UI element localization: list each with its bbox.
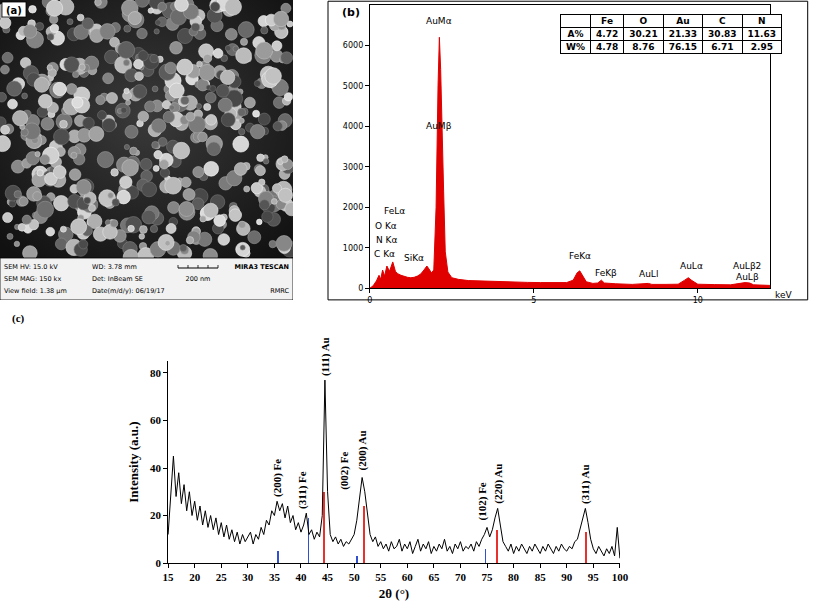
svg-text:SEM MAG: 150 kx: SEM MAG: 150 kx — [4, 275, 61, 283]
svg-text:FeKα: FeKα — [569, 251, 591, 261]
svg-text:2θ (°): 2θ (°) — [379, 586, 409, 601]
svg-text:(b): (b) — [342, 6, 360, 19]
html-text:Fe: Fe — [601, 16, 613, 26]
svg-text:RMRC: RMRC — [270, 287, 289, 295]
svg-text:20: 20 — [150, 509, 162, 521]
svg-text:6000: 6000 — [343, 41, 363, 50]
html-text:30.83: 30.83 — [708, 29, 737, 39]
html-text:6.71: 6.71 — [711, 42, 734, 52]
html-text:N: N — [758, 16, 766, 26]
html-text:O: O — [639, 16, 648, 26]
svg-text:(c): (c) — [12, 312, 25, 325]
svg-text:C Kα: C Kα — [374, 249, 395, 259]
svg-text:Intensity (a.u.): Intensity (a.u.) — [126, 421, 141, 502]
svg-text:4000: 4000 — [343, 122, 363, 131]
svg-text:(102) Fe: (102) Fe — [476, 482, 489, 520]
svg-text:AuMα: AuMα — [426, 16, 452, 26]
svg-text:(311) Au: (311) Au — [579, 464, 592, 503]
svg-text:75: 75 — [482, 571, 494, 583]
svg-text:AuLl: AuLl — [639, 269, 658, 279]
html-text:8.76: 8.76 — [632, 42, 655, 52]
svg-text:0: 0 — [358, 284, 363, 293]
svg-text:MIRA3 TESCAN: MIRA3 TESCAN — [234, 263, 289, 271]
svg-text:AuMβ: AuMβ — [426, 121, 452, 131]
svg-text:0: 0 — [155, 557, 161, 569]
svg-text:40: 40 — [150, 462, 162, 474]
svg-text:FeLα: FeLα — [384, 206, 405, 216]
svg-text:O Kα: O Kα — [375, 221, 397, 231]
svg-text:85: 85 — [535, 571, 547, 583]
svg-text:30: 30 — [242, 571, 254, 583]
svg-text:25: 25 — [216, 571, 228, 583]
svg-text:AuLβ: AuLβ — [736, 272, 759, 282]
svg-text:Det: InBeam SE: Det: InBeam SE — [92, 275, 143, 283]
svg-text:55: 55 — [375, 571, 387, 583]
svg-text:keV: keV — [775, 290, 792, 300]
svg-text:(a): (a) — [6, 5, 22, 16]
svg-text:3000: 3000 — [343, 163, 363, 172]
html-text:2.95: 2.95 — [750, 42, 773, 52]
svg-text:35: 35 — [269, 571, 281, 583]
svg-text:AuLα: AuLα — [680, 261, 703, 271]
svg-text:20: 20 — [189, 571, 201, 583]
svg-text:SEM HV: 15.0 kV: SEM HV: 15.0 kV — [4, 263, 58, 271]
svg-text:50: 50 — [349, 571, 361, 583]
svg-text:5000: 5000 — [343, 82, 363, 91]
html-text:4.78: 4.78 — [596, 42, 619, 52]
svg-text:0: 0 — [367, 296, 372, 305]
svg-text:100: 100 — [612, 571, 629, 583]
svg-text:(111) Au: (111) Au — [319, 337, 332, 376]
svg-text:(200) Au: (200) Au — [356, 430, 369, 470]
html-text:30.21: 30.21 — [629, 29, 658, 39]
html-text:76.15: 76.15 — [668, 42, 698, 52]
html-text:Au: Au — [676, 16, 690, 26]
svg-text:WD: 3.78 mm: WD: 3.78 mm — [92, 263, 137, 271]
html-text:A%: A% — [567, 29, 584, 39]
svg-text:Date(m/d/y): 06/19/17: Date(m/d/y): 06/19/17 — [92, 287, 165, 295]
svg-text:80: 80 — [150, 367, 162, 379]
svg-text:N Kα: N Kα — [376, 235, 397, 245]
html-text:C: C — [719, 16, 726, 26]
svg-text:60: 60 — [402, 571, 414, 583]
svg-text:10: 10 — [693, 296, 703, 305]
svg-text:1000: 1000 — [343, 244, 363, 253]
svg-text:FeKβ: FeKβ — [595, 268, 617, 278]
svg-text:200 nm: 200 nm — [186, 275, 211, 283]
svg-text:70: 70 — [455, 571, 467, 583]
html-text:W%: W% — [566, 42, 585, 52]
svg-text:40: 40 — [295, 571, 307, 583]
svg-text:90: 90 — [561, 571, 573, 583]
svg-text:60: 60 — [150, 414, 162, 426]
svg-text:65: 65 — [428, 571, 440, 583]
svg-text:SiKα: SiKα — [404, 253, 424, 263]
svg-text:45: 45 — [322, 571, 334, 583]
svg-text:95: 95 — [588, 571, 600, 583]
svg-text:(002) Fe: (002) Fe — [338, 452, 351, 490]
svg-text:(200) Fe: (200) Fe — [271, 459, 284, 497]
svg-text:AuLβ2: AuLβ2 — [733, 261, 761, 271]
svg-text:80: 80 — [508, 571, 520, 583]
svg-text:(311) Fe: (311) Fe — [296, 471, 309, 509]
svg-text:2000: 2000 — [343, 203, 363, 212]
html-text:11.63: 11.63 — [747, 29, 776, 39]
html-text:21.33: 21.33 — [668, 29, 698, 39]
svg-text:5: 5 — [531, 296, 536, 305]
svg-text:View field: 1.38 µm: View field: 1.38 µm — [4, 287, 67, 295]
svg-text:15: 15 — [163, 571, 175, 583]
html-text:4.72: 4.72 — [596, 29, 619, 39]
svg-text:(220) Au: (220) Au — [492, 464, 505, 504]
